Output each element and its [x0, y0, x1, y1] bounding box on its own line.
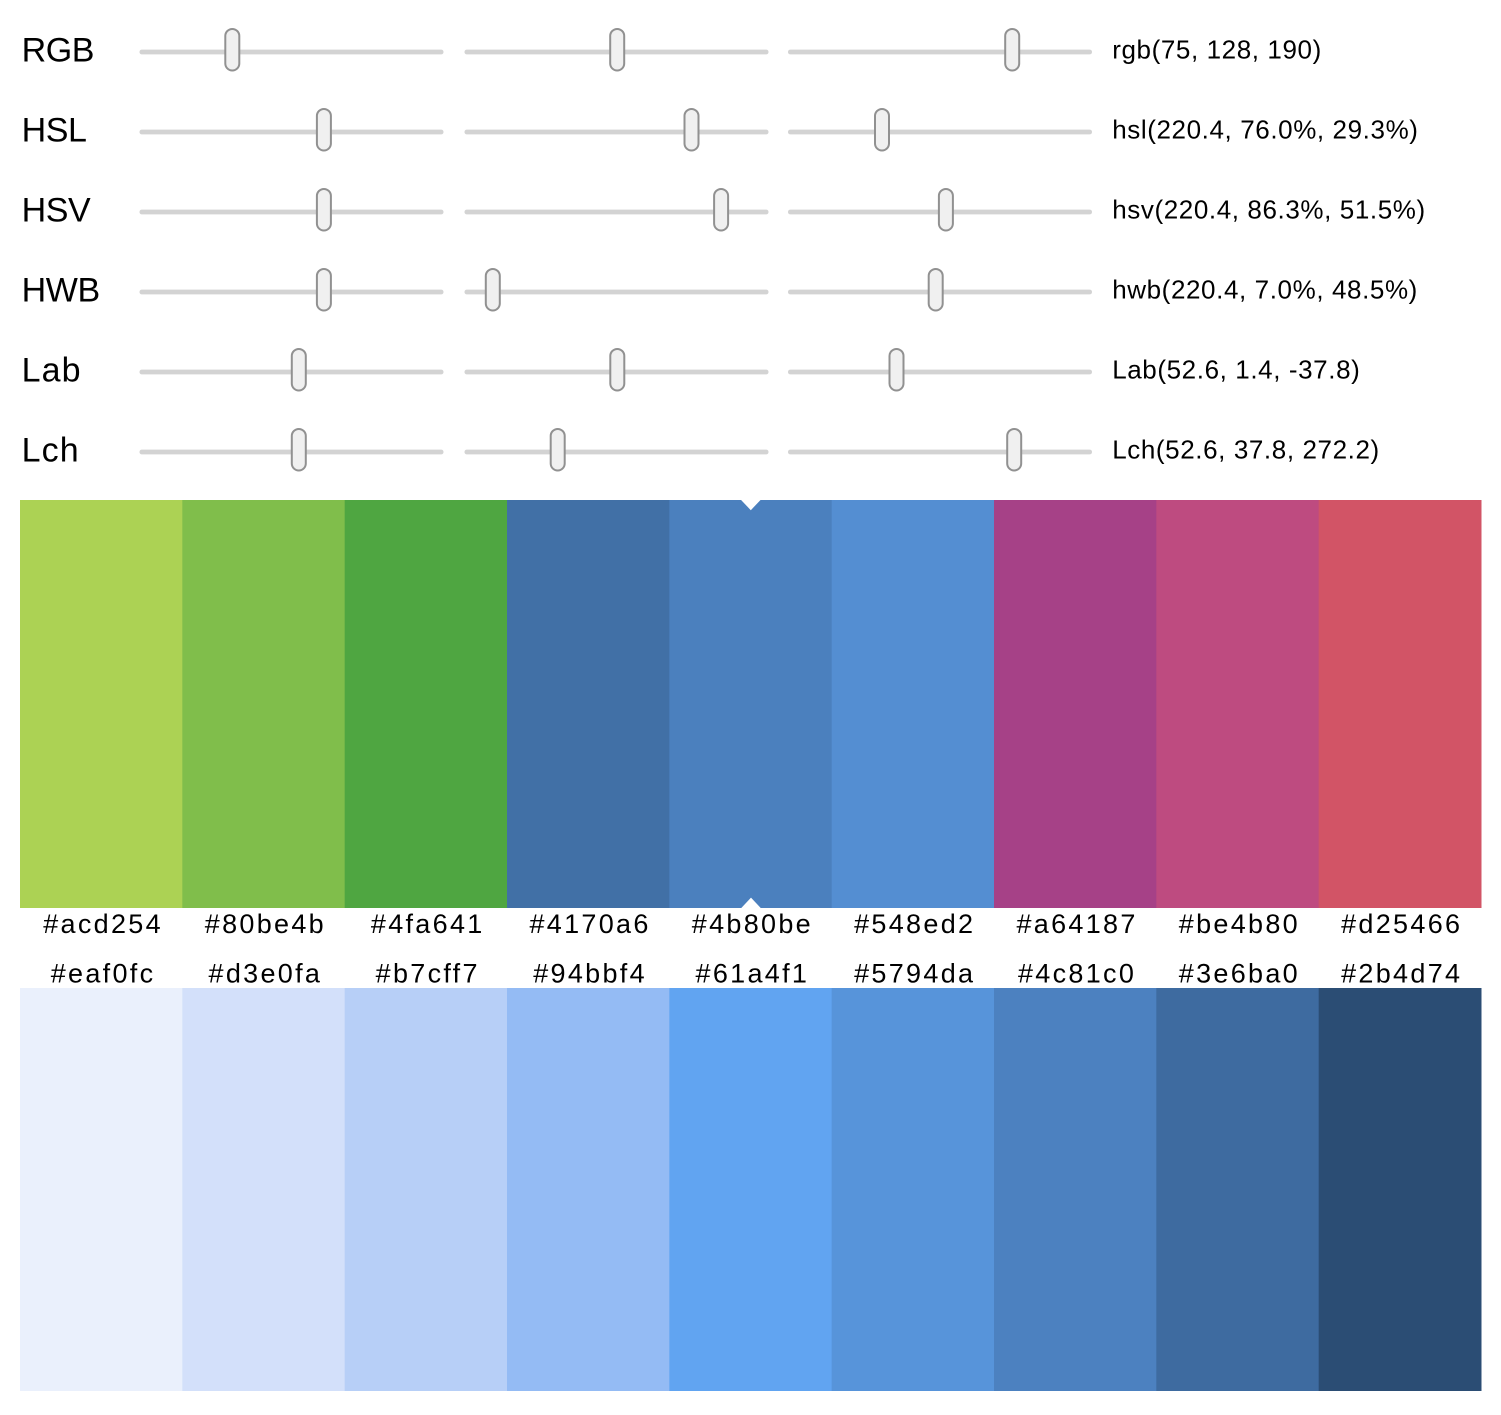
svg-text:HWB: HWB [22, 272, 100, 310]
svg-text:#4c81c0: #4c81c0 [1018, 958, 1136, 988]
svg-text:Lab(52.6, 1.4, -37.8): Lab(52.6, 1.4, -37.8) [1112, 354, 1360, 384]
svg-text:#eaf0fc: #eaf0fc [51, 958, 156, 988]
svg-text:#548ed2: #548ed2 [854, 909, 975, 939]
svg-text:#4fa641: #4fa641 [371, 909, 485, 939]
svg-text:#94bbf4: #94bbf4 [533, 958, 647, 988]
svg-text:#61a4f1: #61a4f1 [696, 958, 810, 988]
svg-text:#4170a6: #4170a6 [529, 909, 650, 939]
svg-text:hsl(220.4, 76.0%, 29.3%): hsl(220.4, 76.0%, 29.3%) [1112, 114, 1418, 144]
svg-text:Lab: Lab [22, 352, 82, 390]
svg-text:Lch(52.6, 37.8, 272.2): Lch(52.6, 37.8, 272.2) [1112, 434, 1380, 464]
svg-text:#d25466: #d25466 [1341, 909, 1462, 939]
svg-text:#d3e0fa: #d3e0fa [209, 958, 323, 988]
svg-text:RGB: RGB [22, 32, 94, 70]
svg-text:#2b4d74: #2b4d74 [1341, 958, 1462, 988]
svg-text:HSL: HSL [22, 112, 87, 150]
svg-text:#3e6ba0: #3e6ba0 [1179, 958, 1300, 988]
svg-text:hsv(220.4, 86.3%, 51.5%): hsv(220.4, 86.3%, 51.5%) [1112, 194, 1426, 224]
svg-text:#b7cff7: #b7cff7 [376, 958, 480, 988]
svg-text:#be4b80: #be4b80 [1179, 909, 1300, 939]
svg-text:#a64187: #a64187 [1016, 909, 1137, 939]
svg-text:#5794da: #5794da [854, 958, 975, 988]
svg-text:#acd254: #acd254 [43, 909, 163, 939]
svg-text:Lch: Lch [22, 432, 80, 470]
svg-text:rgb(75, 128, 190): rgb(75, 128, 190) [1112, 34, 1322, 64]
svg-text:#4b80be: #4b80be [692, 909, 813, 939]
svg-text:hwb(220.4, 7.0%, 48.5%): hwb(220.4, 7.0%, 48.5%) [1112, 274, 1418, 304]
svg-text:#80be4b: #80be4b [205, 909, 326, 939]
svg-text:HSV: HSV [22, 192, 91, 230]
